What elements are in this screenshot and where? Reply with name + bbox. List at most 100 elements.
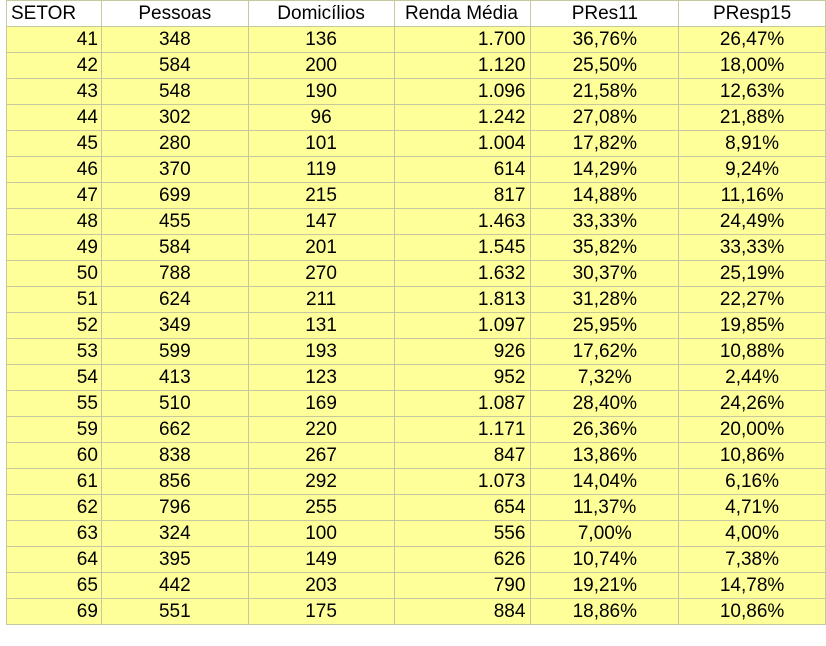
cell-presp15[interactable]: 24,26% — [678, 390, 826, 417]
cell-setor[interactable]: 63 — [6, 520, 102, 547]
cell-pres11[interactable]: 25,95% — [530, 312, 680, 339]
cell-renda-media[interactable]: 1.813 — [393, 286, 532, 313]
cell-presp15[interactable]: 22,27% — [678, 286, 826, 313]
cell-setor[interactable]: 49 — [6, 234, 102, 261]
cell-domicilios[interactable]: 292 — [247, 468, 395, 495]
cell-pres11[interactable]: 33,33% — [530, 208, 680, 235]
cell-pessoas[interactable]: 788 — [100, 260, 249, 287]
cell-renda-media[interactable]: 1.632 — [393, 260, 532, 287]
cell-pessoas[interactable]: 624 — [100, 286, 249, 313]
cell-presp15[interactable]: 12,63% — [678, 78, 826, 105]
cell-pres11[interactable]: 18,86% — [530, 598, 680, 625]
cell-setor[interactable]: 60 — [6, 442, 102, 469]
cell-presp15[interactable]: 9,24% — [678, 156, 826, 183]
cell-presp15[interactable]: 10,86% — [678, 598, 826, 625]
cell-presp15[interactable]: 19,85% — [678, 312, 826, 339]
cell-domicilios[interactable]: 201 — [247, 234, 395, 261]
cell-pessoas[interactable]: 455 — [100, 208, 249, 235]
cell-pessoas[interactable]: 599 — [100, 338, 249, 365]
cell-presp15[interactable]: 10,88% — [678, 338, 826, 365]
cell-setor[interactable]: 59 — [6, 416, 102, 443]
cell-domicilios[interactable]: 96 — [247, 104, 395, 131]
cell-renda-media[interactable]: 614 — [393, 156, 532, 183]
cell-presp15[interactable]: 21,88% — [678, 104, 826, 131]
column-header-pres11[interactable]: PRes11 — [530, 0, 680, 27]
cell-renda-media[interactable]: 626 — [393, 546, 532, 573]
cell-domicilios[interactable]: 203 — [247, 572, 395, 599]
cell-renda-media[interactable]: 1.087 — [393, 390, 532, 417]
cell-pessoas[interactable]: 699 — [100, 182, 249, 209]
cell-renda-media[interactable]: 1.004 — [393, 130, 532, 157]
cell-domicilios[interactable]: 200 — [247, 52, 395, 79]
cell-domicilios[interactable]: 149 — [247, 546, 395, 573]
cell-presp15[interactable]: 14,78% — [678, 572, 826, 599]
cell-setor[interactable]: 53 — [6, 338, 102, 365]
column-header-presp15[interactable]: PResp15 — [678, 0, 826, 27]
cell-pres11[interactable]: 17,62% — [530, 338, 680, 365]
cell-domicilios[interactable]: 255 — [247, 494, 395, 521]
cell-pessoas[interactable]: 662 — [100, 416, 249, 443]
cell-presp15[interactable]: 26,47% — [678, 26, 826, 53]
cell-domicilios[interactable]: 215 — [247, 182, 395, 209]
cell-domicilios[interactable]: 270 — [247, 260, 395, 287]
cell-pessoas[interactable]: 856 — [100, 468, 249, 495]
cell-presp15[interactable]: 25,19% — [678, 260, 826, 287]
cell-setor[interactable]: 62 — [6, 494, 102, 521]
cell-renda-media[interactable]: 1.700 — [393, 26, 532, 53]
cell-pessoas[interactable]: 584 — [100, 52, 249, 79]
cell-renda-media[interactable]: 847 — [393, 442, 532, 469]
cell-setor[interactable]: 51 — [6, 286, 102, 313]
cell-pres11[interactable]: 7,00% — [530, 520, 680, 547]
column-header-pessoas[interactable]: Pessoas — [100, 0, 249, 27]
cell-setor[interactable]: 55 — [6, 390, 102, 417]
cell-setor[interactable]: 46 — [6, 156, 102, 183]
cell-presp15[interactable]: 7,38% — [678, 546, 826, 573]
cell-pres11[interactable]: 21,58% — [530, 78, 680, 105]
cell-presp15[interactable]: 8,91% — [678, 130, 826, 157]
cell-pres11[interactable]: 14,88% — [530, 182, 680, 209]
cell-presp15[interactable]: 4,71% — [678, 494, 826, 521]
cell-pres11[interactable]: 25,50% — [530, 52, 680, 79]
cell-pres11[interactable]: 35,82% — [530, 234, 680, 261]
cell-domicilios[interactable]: 101 — [247, 130, 395, 157]
cell-pres11[interactable]: 19,21% — [530, 572, 680, 599]
cell-pres11[interactable]: 27,08% — [530, 104, 680, 131]
cell-presp15[interactable]: 20,00% — [678, 416, 826, 443]
cell-domicilios[interactable]: 119 — [247, 156, 395, 183]
cell-pres11[interactable]: 14,29% — [530, 156, 680, 183]
cell-pessoas[interactable]: 584 — [100, 234, 249, 261]
cell-domicilios[interactable]: 147 — [247, 208, 395, 235]
cell-renda-media[interactable]: 790 — [393, 572, 532, 599]
cell-renda-media[interactable]: 654 — [393, 494, 532, 521]
cell-renda-media[interactable]: 1.463 — [393, 208, 532, 235]
cell-pres11[interactable]: 28,40% — [530, 390, 680, 417]
column-header-setor[interactable]: SETOR — [6, 0, 102, 27]
cell-setor[interactable]: 43 — [6, 78, 102, 105]
cell-pres11[interactable]: 30,37% — [530, 260, 680, 287]
cell-setor[interactable]: 48 — [6, 208, 102, 235]
cell-pessoas[interactable]: 510 — [100, 390, 249, 417]
cell-setor[interactable]: 42 — [6, 52, 102, 79]
cell-setor[interactable]: 64 — [6, 546, 102, 573]
cell-pessoas[interactable]: 395 — [100, 546, 249, 573]
cell-pessoas[interactable]: 302 — [100, 104, 249, 131]
cell-presp15[interactable]: 4,00% — [678, 520, 826, 547]
cell-renda-media[interactable]: 1.097 — [393, 312, 532, 339]
cell-pres11[interactable]: 11,37% — [530, 494, 680, 521]
cell-pres11[interactable]: 17,82% — [530, 130, 680, 157]
cell-domicilios[interactable]: 193 — [247, 338, 395, 365]
cell-setor[interactable]: 41 — [6, 26, 102, 53]
cell-presp15[interactable]: 6,16% — [678, 468, 826, 495]
cell-pessoas[interactable]: 551 — [100, 598, 249, 625]
cell-pessoas[interactable]: 796 — [100, 494, 249, 521]
cell-pres11[interactable]: 13,86% — [530, 442, 680, 469]
cell-domicilios[interactable]: 136 — [247, 26, 395, 53]
cell-presp15[interactable]: 24,49% — [678, 208, 826, 235]
cell-setor[interactable]: 45 — [6, 130, 102, 157]
cell-renda-media[interactable]: 556 — [393, 520, 532, 547]
cell-renda-media[interactable]: 884 — [393, 598, 532, 625]
cell-renda-media[interactable]: 952 — [393, 364, 532, 391]
cell-pessoas[interactable]: 324 — [100, 520, 249, 547]
cell-renda-media[interactable]: 926 — [393, 338, 532, 365]
cell-presp15[interactable]: 18,00% — [678, 52, 826, 79]
